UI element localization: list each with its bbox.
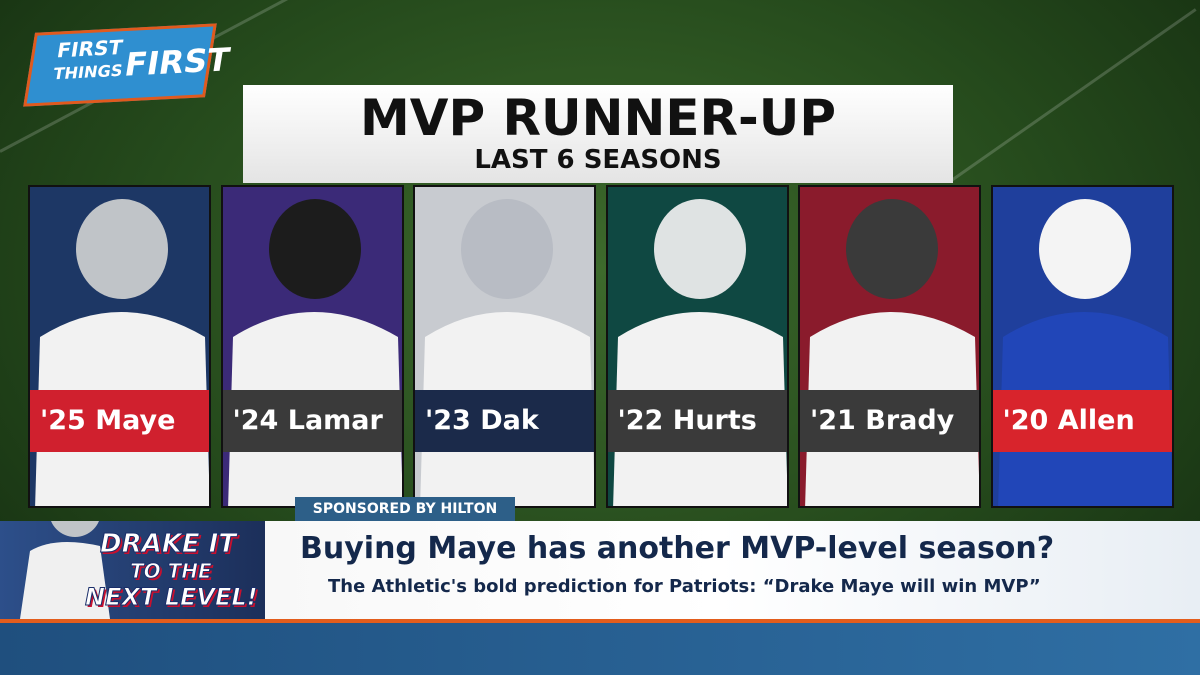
logo-text: FIRST [122,40,233,84]
helmet [846,199,938,299]
helmet [461,199,553,299]
promo-text: TO THE [130,559,213,584]
title-box: MVP RUNNER-UP LAST 6 SEASONS [243,85,953,183]
helmet [76,199,168,299]
subheadline: The Athletic's bold prediction for Patri… [328,576,1041,597]
player-art [805,199,979,506]
card-label: '21 Brady [800,390,979,452]
helmet [653,199,746,299]
player-card: '23 Dak [413,185,596,508]
headline: Buying Maye has another MVP-level season… [300,531,1055,566]
player-art [35,199,209,506]
show-logo: FIRST THINGS FIRST [23,23,232,107]
card-label: '20 Allen [992,390,1172,452]
promo-text: NEXT LEVEL! [85,583,259,612]
card-label: '22 Hurts [607,390,787,452]
card-label: '25 Maye [30,390,209,452]
helmet [268,199,361,299]
promo-panel: DRAKE IT TO THE NEXT LEVEL! [0,521,265,619]
promo-player [20,521,110,619]
player-card: '24 Lamar [220,185,404,508]
bottom-bar [0,619,1200,675]
helmet [51,521,99,537]
player-card: '20 Allen [990,185,1174,508]
card-label: '24 Lamar [222,390,402,452]
logo-text: FIRST [55,35,125,63]
field-line [949,8,1197,183]
card-label: '23 Dak [415,390,594,452]
helmet [1038,199,1131,299]
sponsor-tag: SPONSORED BY HILTON [295,497,515,521]
player-card: '22 Hurts [605,185,789,508]
promo-text: DRAKE IT [99,529,237,560]
jersey [20,542,110,619]
graphic-subtitle: LAST 6 SEASONS [474,145,722,175]
logo-text: THINGS [51,60,124,84]
graphic-title: MVP RUNNER-UP [360,89,836,147]
player-card: '25 Maye [28,185,211,508]
player-art [420,199,594,506]
player-art [227,199,402,506]
player-art [997,199,1172,506]
player-card: '21 Brady [798,185,981,508]
player-art [612,199,787,506]
